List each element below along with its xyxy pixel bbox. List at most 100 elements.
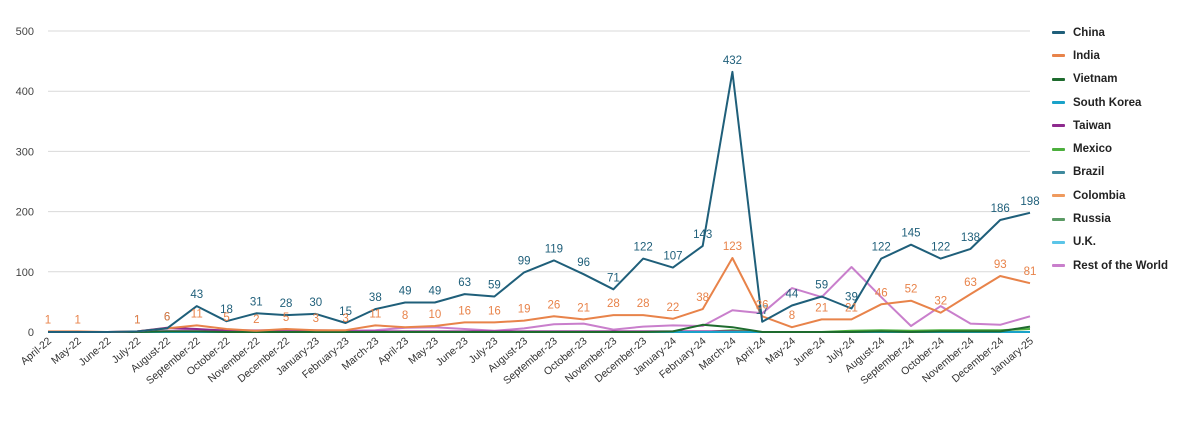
legend-label: U.K. — [1073, 236, 1096, 249]
legend-swatch — [1052, 170, 1065, 174]
data-label-india: 28 — [637, 298, 650, 310]
data-label-china: 49 — [428, 286, 441, 298]
legend-label: Brazil — [1073, 166, 1105, 179]
legend-label: Taiwan — [1073, 119, 1112, 132]
data-label-china: 30 — [309, 297, 322, 309]
data-label-india: 16 — [458, 305, 471, 317]
legend-label: Colombia — [1073, 189, 1126, 202]
legend-item-rest-of-the-world: Rest of the World — [1052, 254, 1187, 277]
data-label-china: 31 — [250, 296, 263, 308]
data-label-china: 96 — [577, 257, 590, 269]
x-tick-label: June-23 — [434, 335, 471, 369]
data-label-india: 46 — [875, 287, 888, 299]
data-label-china: 17 — [756, 305, 769, 317]
legend-swatch — [1052, 147, 1065, 151]
data-label-china: 432 — [723, 55, 742, 67]
y-tick-label: 400 — [16, 86, 34, 98]
data-label-india: 3 — [342, 313, 348, 325]
legend-item-south-korea: South Korea — [1052, 91, 1187, 114]
data-label-china: 198 — [1020, 196, 1039, 208]
data-label-china: 186 — [991, 203, 1010, 215]
data-label-india: 3 — [313, 313, 319, 325]
data-label-india: 123 — [723, 241, 742, 253]
legend-item-brazil: Brazil — [1052, 161, 1187, 184]
legend: China India Vietnam South Korea Taiwan Mexico… — [1052, 21, 1187, 277]
legend-item-colombia: Colombia — [1052, 184, 1187, 207]
data-label-china: 1 — [134, 314, 140, 326]
data-label-china: 49 — [399, 286, 412, 298]
x-tick-label: June-24 — [791, 335, 828, 369]
data-label-china: 145 — [901, 228, 920, 240]
data-label-china: 71 — [607, 272, 620, 284]
x-tick-label: April-23 — [376, 335, 412, 368]
legend-swatch — [1052, 240, 1065, 244]
data-label-china: 122 — [634, 242, 653, 254]
data-label-india: 5 — [283, 312, 289, 324]
data-label-china: 143 — [693, 229, 712, 241]
data-label-china: 63 — [458, 277, 471, 289]
x-tick-label: June-22 — [77, 335, 114, 369]
legend-swatch — [1052, 217, 1065, 221]
legend-item-russia: Russia — [1052, 207, 1187, 230]
data-label-china: 18 — [220, 304, 233, 316]
data-label-china: 15 — [339, 306, 352, 318]
data-label-china: 59 — [488, 279, 501, 291]
legend-swatch — [1052, 194, 1065, 198]
series-line-china — [48, 70, 1031, 333]
legend-item-mexico: Mexico — [1052, 137, 1187, 160]
y-tick-label: 200 — [16, 207, 34, 219]
data-label-india: 22 — [667, 302, 680, 314]
legend-swatch — [1052, 54, 1065, 58]
legend-item-china: China — [1052, 21, 1187, 44]
data-label-china: 119 — [545, 243, 563, 255]
legend-label: India — [1073, 49, 1100, 62]
y-tick-label: 500 — [16, 26, 34, 38]
legend-item-vietnam: Vietnam — [1052, 68, 1187, 91]
data-label-china: 6 — [164, 311, 170, 323]
data-label-india: 38 — [696, 292, 709, 304]
legend-swatch — [1052, 101, 1065, 105]
legend-label: South Korea — [1073, 96, 1142, 109]
x-tick-label: April-24 — [733, 335, 769, 368]
data-label-india: 8 — [789, 310, 795, 322]
data-label-china: 39 — [845, 292, 858, 304]
data-label-china: 138 — [961, 232, 980, 244]
data-label-india: 81 — [1024, 266, 1037, 278]
data-label-india: 93 — [994, 259, 1007, 271]
legend-item-taiwan: Taiwan — [1052, 114, 1187, 137]
data-label-china: 28 — [280, 298, 293, 310]
data-label-india: 2 — [253, 314, 259, 326]
legend-item-india: India — [1052, 44, 1187, 67]
legend-label: Vietnam — [1073, 73, 1118, 86]
y-axis: 0 100 200 300 400 500 — [16, 26, 34, 339]
data-label-china: 38 — [369, 292, 382, 304]
data-label-india: 28 — [607, 298, 620, 310]
legend-swatch — [1052, 77, 1065, 81]
y-tick-label: 100 — [16, 267, 34, 279]
data-label-india: 26 — [547, 299, 560, 311]
x-tick-label: April-22 — [18, 335, 54, 368]
legend-label: Russia — [1073, 213, 1111, 226]
legend-label: Mexico — [1073, 143, 1112, 156]
data-label-china: 107 — [663, 251, 682, 263]
legend-item-u-k-: U.K. — [1052, 231, 1187, 254]
data-label-china: 59 — [815, 279, 828, 291]
data-label-china: 99 — [518, 255, 531, 267]
data-label-india: 21 — [845, 302, 858, 314]
data-label-india: 1 — [45, 314, 51, 326]
data-label-india: 63 — [964, 277, 977, 289]
x-axis: April-22May-22June-22July-22August-22Sep… — [18, 335, 1036, 387]
data-label-india: 32 — [934, 296, 947, 308]
data-label-india: 52 — [905, 284, 918, 296]
data-label-india: 8 — [402, 310, 408, 322]
data-label-india: 19 — [518, 304, 531, 316]
data-label-india: 1 — [75, 314, 81, 326]
y-tick-label: 0 — [28, 327, 34, 339]
legend-swatch — [1052, 31, 1065, 35]
data-label-china: 43 — [190, 289, 203, 301]
data-label-india: 6 — [164, 311, 170, 323]
data-label-india: 10 — [428, 309, 441, 321]
y-tick-label: 300 — [16, 146, 34, 158]
data-label-india: 21 — [577, 302, 590, 314]
